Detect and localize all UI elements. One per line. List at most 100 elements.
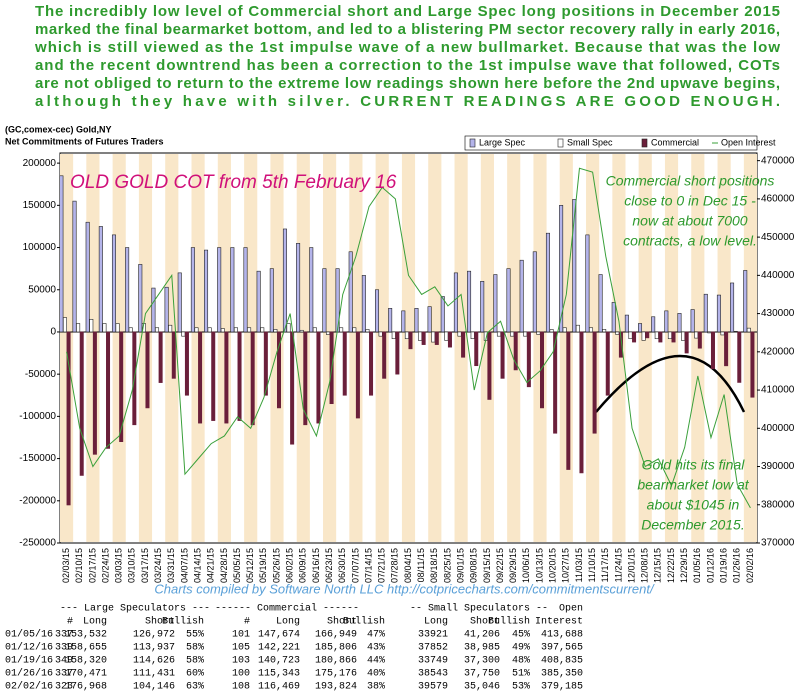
table-group: --- Large Speculators --- [60,603,210,615]
bar [115,323,120,333]
table-cell: 337 [55,669,73,680]
bar [276,331,281,409]
bar [697,331,702,349]
bar [260,327,265,333]
table-header: Short [327,616,357,628]
annotation: now at about 7000 [632,213,747,229]
band-shade [612,154,626,542]
headline-line: although they have with silver. CURRENT … [35,93,780,110]
annotation: about $1045 in [647,497,740,513]
x-tick-label: 12/22/15 [666,548,676,583]
bar [158,331,163,383]
x-tick-label: 01/12/16 [705,548,715,583]
table-cell: 47% [367,630,385,641]
table-header: # [67,617,73,628]
bar [325,331,330,335]
bar [184,331,189,396]
table-cell: 63% [186,682,204,693]
x-tick-label: 05/26/15 [271,548,281,583]
bar [487,331,492,400]
bar [204,249,209,333]
legend-swatch [641,138,648,148]
band-shade [507,154,521,542]
band-shade [638,154,652,542]
table-cell: 51% [512,669,530,680]
x-tick-label: 10/27/15 [561,548,571,583]
table-cell: 37,750 [464,669,500,680]
bar [716,294,721,333]
table-cell: 408,835 [541,656,583,667]
x-tick-label: 02/24/15 [100,548,110,583]
x-tick-label: 07/07/15 [350,548,360,583]
table-cell: 37,300 [464,656,500,667]
table-cell: 44% [367,656,385,667]
bar [119,331,124,443]
x-tick-label: 08/18/15 [429,548,439,583]
bar [658,331,663,343]
bar [532,251,537,333]
x-tick-label: 07/28/15 [390,548,400,583]
annotation: OLD GOLD COT from 5th February 16 [70,172,397,193]
bar [536,331,541,335]
table-cell: 39579 [418,682,448,693]
bar [602,329,607,333]
x-tick-label: 09/29/15 [508,548,518,583]
x-tick-label: 01/05/16 [692,548,702,583]
bar [312,327,317,333]
bar [559,205,564,333]
bar [243,247,248,333]
x-tick-label: 06/09/15 [298,548,308,583]
table-cell: 58% [186,643,204,654]
bar [111,234,116,333]
bar [256,270,261,333]
table-group: Open [559,604,583,615]
table-header: Bullish [343,616,385,628]
bar [645,331,650,339]
bar [299,329,304,333]
table-cell: 108 [232,682,250,693]
bar [431,331,436,343]
table-cell: 114,626 [133,656,175,667]
bar [230,247,235,333]
table-cell: 180,866 [315,656,357,667]
table-cell: 104,146 [133,682,175,693]
bar [632,331,637,343]
annotation: Gold hits its final [642,457,746,473]
bar [519,259,524,333]
x-tick-label: 12/29/15 [679,548,689,583]
bar [125,247,130,333]
bar [664,310,669,333]
band-shade [428,154,442,542]
y2-tick-label: 450000 [761,232,795,243]
y2-tick-label: 400000 [761,423,795,434]
bar [510,331,515,337]
band-shade [586,154,600,542]
x-tick-label: 12/01/15 [626,548,636,583]
y2-tick-label: 420000 [761,346,795,357]
table-cell: 53% [512,682,530,693]
bar [513,331,518,371]
bar [62,317,67,333]
table-cell: 185,806 [315,643,357,654]
x-tick-label: 07/14/15 [363,548,373,583]
x-tick-label: 12/15/15 [653,548,663,583]
bar [164,286,169,333]
bar [233,327,238,333]
legend-label: Commercial [651,137,699,147]
bar [434,331,439,345]
open-interest-line [66,167,751,509]
x-tick-label: 05/12/15 [245,548,255,583]
bar [440,296,445,333]
arc-annotation [595,354,746,413]
table-cell: 01/05/16 [5,629,53,641]
x-tick-label: 08/25/15 [442,548,452,583]
bar [710,331,715,370]
bar [303,331,308,426]
table-group: ------ Commercial ------ [215,603,359,615]
x-tick-label: 08/04/15 [403,548,413,583]
bar [480,281,485,333]
bar [690,309,695,333]
bar [474,331,479,367]
bar [694,331,699,339]
